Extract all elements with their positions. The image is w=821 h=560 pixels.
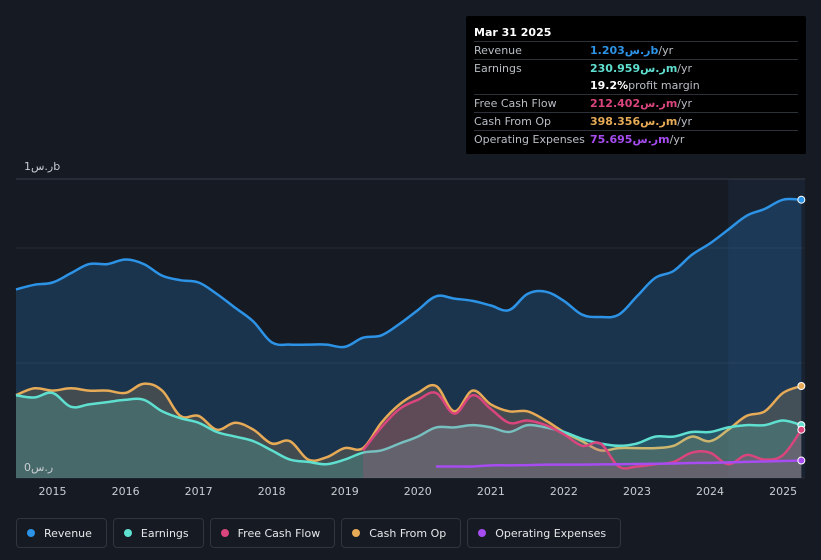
series-line-revenue xyxy=(15,197,802,349)
series-line-earnings xyxy=(15,391,802,466)
legend-label: Earnings xyxy=(140,526,189,540)
legend-dot-icon xyxy=(27,529,35,537)
x-tick-label: 2024 xyxy=(696,485,724,498)
tooltip-row-value: 230.959ر.سm xyxy=(590,62,678,75)
legend-item-operating-expenses[interactable]: Operating Expenses xyxy=(467,518,622,548)
tooltip-row-label: Operating Expenses xyxy=(474,133,585,146)
x-tick-label: 2022 xyxy=(550,485,578,498)
gridlines xyxy=(16,178,805,479)
tooltip-row-unit: /yr xyxy=(677,97,693,110)
tooltip-row-free-cash-flow: Free Cash Flow 212.402ر.سm /yr xyxy=(474,94,798,112)
x-tick-label: 2015 xyxy=(39,485,67,498)
x-tick-label: 2021 xyxy=(477,485,505,498)
series-earnings xyxy=(15,391,802,478)
x-tick-label: 2018 xyxy=(258,485,286,498)
legend-item-cash-from-op[interactable]: Cash From Op xyxy=(341,518,462,548)
tooltip-row-value: 1.203ر.سb xyxy=(590,44,659,57)
data-tooltip: Mar 31 2025 Revenue 1.203ر.سb /yr Earnings… xyxy=(466,16,806,154)
tooltip-row-unit: /yr xyxy=(658,44,674,57)
series-area-cash-from-op xyxy=(16,383,802,478)
tooltip-row-label: Earnings xyxy=(474,62,522,75)
series-endpoints xyxy=(797,195,806,465)
legend-item-free-cash-flow[interactable]: Free Cash Flow xyxy=(209,518,336,548)
legend-item-revenue[interactable]: Revenue xyxy=(16,518,107,548)
x-tick-label: 2019 xyxy=(331,485,359,498)
y-axis-top-label: 1ر.سb xyxy=(24,160,60,173)
tooltip-rows: Revenue 1.203ر.سb /yr Earnings 230.959ر.سm … xyxy=(474,41,798,148)
highlight-region xyxy=(728,179,805,478)
tooltip-row-value: 398.356ر.سm xyxy=(590,115,678,128)
tooltip-row-earnings: Earnings 230.959ر.سm /yr xyxy=(474,59,798,77)
tooltip-row-label: Free Cash Flow xyxy=(474,97,557,110)
legend-label: Operating Expenses xyxy=(495,526,607,540)
tooltip-row-unit: profit margin xyxy=(628,79,700,92)
legend-dot-icon xyxy=(220,529,229,537)
legend-item-earnings[interactable]: Earnings xyxy=(112,518,204,548)
series-layer xyxy=(15,197,803,478)
series-operating-expenses xyxy=(436,459,802,468)
x-axis: 2015 2016 2017 2018 2019 2020 2021 2022 2023 2024… xyxy=(39,485,798,498)
x-tick-label: 2025 xyxy=(769,485,797,498)
series-area-earnings xyxy=(16,392,802,478)
series-free-cash-flow xyxy=(362,391,803,478)
legend-dot-icon xyxy=(478,529,487,537)
x-tick-label: 2023 xyxy=(623,485,651,498)
y-axis-bottom-label: 0ر.س xyxy=(24,461,53,474)
tooltip-row-unit: /yr xyxy=(669,133,685,146)
tooltip-row-value: 19.2% xyxy=(590,79,629,92)
legend-label: Cash From Op xyxy=(369,526,447,540)
tooltip-row-value: 75.695ر.سm xyxy=(590,133,670,146)
series-revenue xyxy=(15,197,802,478)
endpoint-free-cash-flow xyxy=(797,425,806,434)
series-line-operating-expenses xyxy=(436,459,802,468)
tooltip-row-label: Revenue xyxy=(474,44,522,57)
tooltip-row-unit: /yr xyxy=(677,115,693,128)
tooltip-row-label: Cash From Op xyxy=(474,115,552,128)
legend-dot-icon xyxy=(352,529,361,537)
legend-label: Revenue xyxy=(44,526,92,540)
x-tick-label: 2017 xyxy=(185,485,213,498)
series-line-cash-from-op xyxy=(15,382,802,463)
tooltip-row-value: 212.402ر.سm xyxy=(590,97,678,110)
endpoint-operating-expenses xyxy=(797,456,806,465)
tooltip-row-revenue: Revenue 1.203ر.سb /yr xyxy=(474,41,798,59)
chart-legend: Revenue Earnings Free Cash Flow Cash From O… xyxy=(16,518,622,548)
endpoint-revenue xyxy=(797,195,806,204)
legend-label: Free Cash Flow xyxy=(237,526,321,540)
legend-dot-icon xyxy=(123,529,132,537)
series-area-free-cash-flow xyxy=(363,392,802,478)
x-tick-label: 2016 xyxy=(112,485,140,498)
series-cash-from-op xyxy=(15,382,802,478)
endpoint-cash-from-op xyxy=(797,382,806,390)
tooltip-row-margin: 19.2% profit margin xyxy=(474,77,798,94)
tooltip-date: Mar 31 2025 xyxy=(474,26,552,39)
tooltip-row-unit: /yr xyxy=(677,62,693,75)
series-area-revenue xyxy=(16,198,802,478)
series-line-free-cash-flow xyxy=(362,391,803,470)
tooltip-row-operating-expenses: Operating Expenses 75.695ر.سm /yr xyxy=(474,130,798,148)
x-tick-label: 2020 xyxy=(404,485,432,498)
tooltip-row-cash-from-op: Cash From Op 398.356ر.سm /yr xyxy=(474,112,798,130)
chart-area: 2015 2016 2017 2018 2019 2020 2021 2022 2023 2024… xyxy=(15,160,806,498)
